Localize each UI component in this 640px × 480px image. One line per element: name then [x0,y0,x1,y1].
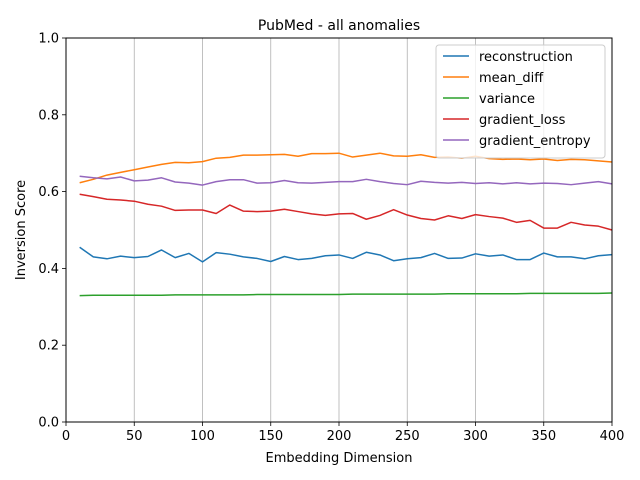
chart-title: PubMed - all anomalies [258,18,420,34]
y-tick-label: 1.0 [38,32,59,47]
legend-label: mean_diff [479,71,544,86]
series-line-mean-diff [79,152,613,184]
legend-label: reconstruction [479,50,573,65]
x-tick-label: 0 [62,429,70,444]
y-axis-label: Inversion Score [14,180,29,280]
x-tick-label: 250 [395,429,420,444]
series-line-variance [79,292,613,297]
legend-box [435,44,606,159]
y-tick-label: 0.4 [38,262,59,277]
series-lines [79,152,613,297]
y-tick-label: 0.6 [38,185,59,200]
x-tick-label: 150 [258,429,283,444]
series-line-reconstruction [79,246,613,263]
legend: reconstruction mean_diff variance gradient_… [435,44,606,159]
x-tick-label: 200 [327,429,352,444]
y-axis-ticks: 0.0 0.2 0.4 0.6 0.8 1.0 [38,32,66,431]
legend-label: gradient_loss [479,113,566,128]
y-tick-label: 0.8 [38,108,59,123]
series-line-gradient-loss [79,193,613,231]
x-tick-label: 300 [463,429,488,444]
legend-label: gradient_entropy [479,134,591,149]
legend-label: variance [479,92,535,107]
x-tick-label: 50 [126,429,143,444]
x-tick-label: 400 [600,429,625,444]
y-tick-label: 0.2 [38,339,59,354]
x-axis-ticks: 0 50 100 150 200 250 300 350 400 [62,422,625,444]
y-tick-label: 0.0 [38,416,59,431]
x-tick-label: 100 [190,429,215,444]
x-tick-label: 350 [531,429,556,444]
series-line-gradient-entropy [79,175,613,186]
x-axis-label: Embedding Dimension [266,451,413,466]
